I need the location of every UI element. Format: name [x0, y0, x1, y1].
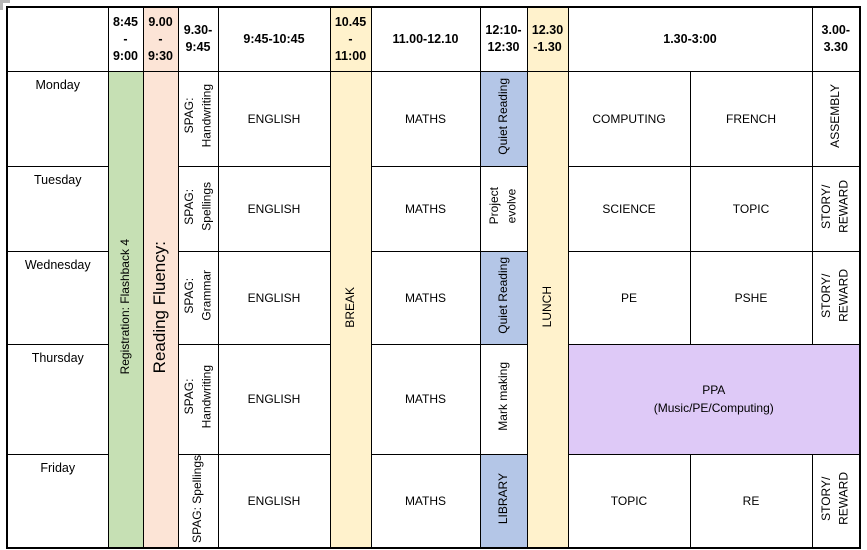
lesson1-cell-friday: ENGLISH	[217, 453, 331, 549]
afternoon1-cell-wednesday: PE	[567, 250, 691, 345]
end-label-tuesday: STORY/ REWARD	[819, 179, 851, 233]
spag-label-tuesday: SPAG: Spellings	[181, 181, 213, 231]
spag-cell-friday: SPAG: Spellings	[177, 453, 219, 549]
lesson1-cell-wednesday: ENGLISH	[217, 250, 331, 345]
end-label-friday: STORY/ REWARD	[819, 471, 851, 525]
header-slot-lunch: 12.30 -1.30	[526, 6, 569, 72]
midday-cell-friday: LIBRARY	[479, 453, 528, 549]
header-slot-lesson1: 9:45-10:45	[217, 6, 331, 72]
selection-handle-artifact	[0, 0, 10, 10]
afternoon1-cell-tuesday: SCIENCE	[567, 165, 691, 252]
header-slot-afternoon: 1.30-3:00	[567, 6, 813, 72]
end-label-wednesday: STORY/ REWARD	[819, 268, 851, 322]
lunch-cell: LUNCH	[526, 70, 569, 549]
spag-cell-tuesday: SPAG: Spellings	[177, 165, 219, 252]
header-slot-registration: 8:45 - 9:00	[107, 6, 144, 72]
spag-cell-monday: SPAG: Handwriting	[177, 70, 219, 167]
header-slot-midday: 12:10- 12:30	[479, 6, 528, 72]
spag-label-friday: SPAG: Spellings	[190, 454, 205, 543]
afternoon1-cell-friday: TOPIC	[567, 453, 691, 549]
lesson2-cell-thursday: MATHS	[370, 343, 481, 455]
row-thursday: Thursday SPAG: Handwriting ENGLISH MATHS…	[6, 343, 861, 455]
lesson2-cell-wednesday: MATHS	[370, 250, 481, 345]
break-label: BREAK	[342, 286, 357, 328]
afternoon2-cell-friday: RE	[689, 453, 813, 549]
lesson2-cell-tuesday: MATHS	[370, 165, 481, 252]
header-slot-end-of-day: 3.00- 3.30	[811, 6, 861, 72]
lesson2-cell-monday: MATHS	[370, 70, 481, 167]
end-cell-friday: STORY/ REWARD	[811, 453, 861, 549]
reading-fluency-label: Reading Fluency:	[150, 240, 170, 374]
afternoon2-cell-wednesday: PSHE	[689, 250, 813, 345]
row-tuesday: Tuesday SPAG: Spellings ENGLISH MATHS Pr…	[6, 165, 861, 252]
spag-label-wednesday: SPAG: Grammar	[181, 269, 213, 321]
day-label-wednesday: Wednesday	[6, 250, 109, 345]
midday-label-thursday: Mark making	[495, 362, 510, 431]
header-slot-spag: 9.30- 9:45	[177, 6, 219, 72]
row-wednesday: Wednesday SPAG: Grammar ENGLISH MATHS Qu…	[6, 250, 861, 345]
lesson2-cell-friday: MATHS	[370, 453, 481, 549]
midday-label-friday: LIBRARY	[495, 472, 510, 524]
end-cell-wednesday: STORY/ REWARD	[811, 250, 861, 345]
afternoon2-cell-tuesday: TOPIC	[689, 165, 813, 252]
weekly-timetable-table: 8:45 - 9:00 9.00 - 9:30 9.30- 9:45 9:45-…	[6, 6, 862, 550]
midday-label-monday: Quiet Reading	[495, 77, 510, 155]
end-label-monday: ASSEMBLY	[828, 84, 843, 148]
spag-label-monday: SPAG: Handwriting	[181, 84, 213, 148]
end-cell-tuesday: STORY/ REWARD	[811, 165, 861, 252]
end-cell-monday: ASSEMBLY	[811, 70, 861, 167]
header-slot-reading-fluency: 9.00 - 9:30	[142, 6, 179, 72]
header-row: 8:45 - 9:00 9.00 - 9:30 9.30- 9:45 9:45-…	[6, 6, 861, 72]
day-label-friday: Friday	[6, 453, 109, 549]
midday-cell-wednesday: Quiet Reading	[479, 250, 528, 345]
day-label-tuesday: Tuesday	[6, 165, 109, 252]
reading-fluency-cell: Reading Fluency:	[142, 70, 179, 549]
day-label-monday: Monday	[6, 70, 109, 167]
midday-label-tuesday: Project evolve	[487, 187, 519, 225]
registration-cell: Registration: Flashback 4	[107, 70, 144, 549]
row-monday: Monday Registration: Flashback 4 Reading…	[6, 70, 861, 549]
lunch-label: LUNCH	[539, 286, 554, 328]
afternoon1-cell-monday: COMPUTING	[567, 70, 691, 167]
midday-label-wednesday: Quiet Reading	[495, 256, 510, 334]
lesson1-cell-monday: ENGLISH	[217, 70, 331, 167]
midday-cell-tuesday: Project evolve	[479, 165, 528, 252]
header-slot-break: 10.45 - 11:00	[329, 6, 372, 72]
spag-label-thursday: SPAG: Handwriting	[181, 364, 213, 429]
midday-cell-monday: Quiet Reading	[479, 70, 528, 167]
row-friday: Friday SPAG: Spellings ENGLISH MATHS LIB…	[6, 453, 861, 549]
spag-cell-thursday: SPAG: Handwriting	[177, 343, 219, 455]
registration-label: Registration: Flashback 4	[117, 239, 132, 375]
break-cell: BREAK	[329, 70, 372, 549]
afternoon2-cell-monday: FRENCH	[689, 70, 813, 167]
ppa-cell: PPA (Music/PE/Computing)	[567, 343, 861, 455]
day-label-thursday: Thursday	[6, 343, 109, 455]
header-day-column	[6, 6, 109, 72]
midday-cell-thursday: Mark making	[479, 343, 528, 455]
lesson1-cell-tuesday: ENGLISH	[217, 165, 331, 252]
spag-cell-wednesday: SPAG: Grammar	[177, 250, 219, 345]
lesson1-cell-thursday: ENGLISH	[217, 343, 331, 455]
header-slot-lesson2: 11.00-12.10	[370, 6, 481, 72]
